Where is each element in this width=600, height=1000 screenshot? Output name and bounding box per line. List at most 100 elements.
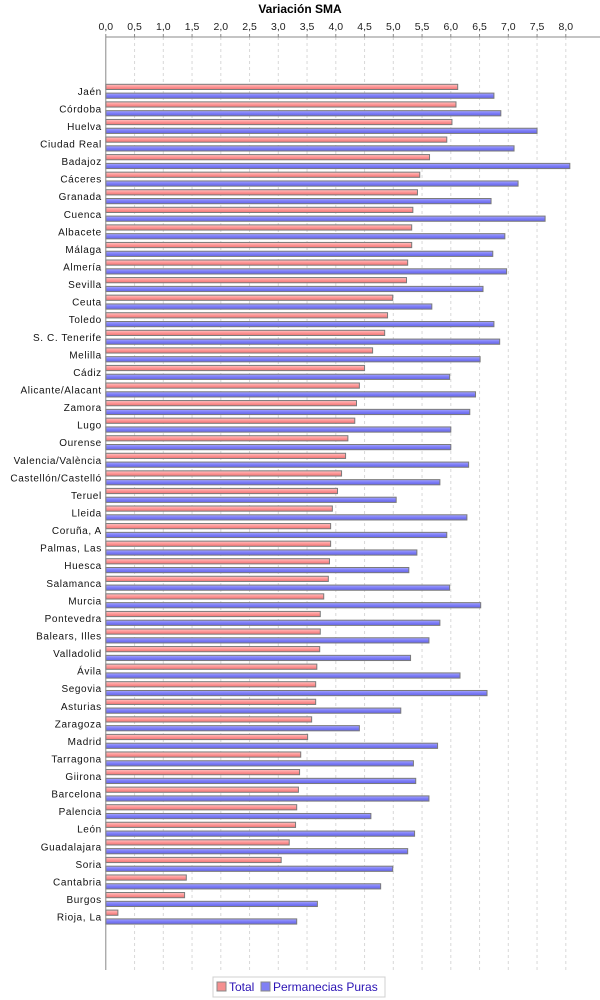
- category-label: Ceuta: [72, 298, 102, 309]
- bar-permanecias-puras: [105, 742, 439, 749]
- category-label: Burgos: [67, 895, 102, 906]
- category-label: Palmas, Las: [40, 544, 102, 555]
- bar-total: [105, 821, 297, 828]
- bar-total: [105, 540, 332, 547]
- bar-total: [105, 400, 357, 407]
- bar-permanecias-puras: [105, 795, 430, 802]
- category-label: Huesca: [64, 561, 102, 572]
- category-label: Huelva: [67, 122, 102, 133]
- bar-total: [105, 558, 330, 565]
- category-label: Segovia: [61, 684, 101, 695]
- bar-permanecias-puras: [105, 689, 488, 697]
- legend-swatch-total: [216, 981, 227, 992]
- bar-permanecias-puras: [105, 479, 441, 486]
- x-tick-label: 6,0: [443, 21, 458, 33]
- bar-total: [105, 417, 356, 424]
- bar-total: [105, 382, 360, 389]
- x-tick-label: 1,5: [185, 21, 200, 33]
- category-label: Cádiz: [73, 368, 102, 379]
- bar-total: [105, 259, 409, 266]
- bar-permanecias-puras: [105, 566, 410, 574]
- bar-permanecias-puras: [105, 812, 372, 820]
- category-label: Zaragoza: [55, 719, 102, 730]
- bar-permanecias-puras: [105, 250, 494, 257]
- bar-total: [105, 505, 333, 512]
- legend-frame: [212, 976, 386, 998]
- bar-total: [105, 189, 418, 196]
- legend-item-permanecias-puras[interactable]: Permanecias Puras: [260, 980, 378, 994]
- bar-total: [105, 698, 317, 705]
- category-label: Castellón/Castelló: [10, 473, 101, 484]
- bar-total: [105, 470, 343, 477]
- x-tick-label: 5,5: [415, 21, 430, 33]
- bar-permanecias-puras: [105, 285, 484, 293]
- bar-total: [105, 83, 459, 91]
- category-label: Tarragona: [51, 754, 101, 765]
- bar-permanecias-puras: [105, 637, 430, 644]
- category-label: Asturias: [61, 702, 102, 713]
- bar-total: [105, 523, 332, 530]
- bar-total: [105, 118, 453, 126]
- bar-total: [105, 294, 394, 301]
- category-label: Valladolid: [53, 649, 102, 660]
- category-label: Ourense: [59, 438, 102, 449]
- bar-permanecias-puras: [105, 584, 451, 591]
- bar-total: [105, 347, 374, 354]
- category-label: Zamora: [64, 403, 102, 414]
- bar-total: [105, 224, 413, 231]
- bar-total: [105, 241, 413, 249]
- x-axis-ticks: 0,0 0,5 1,0 1,5 2,0 2,5 3,0 3,5 4,0 4,5 5,0 5,5 6,0 6…: [98, 21, 573, 37]
- category-label: Granada: [59, 192, 102, 203]
- bar-permanecias-puras: [105, 145, 515, 152]
- category-label: Salamanca: [46, 579, 101, 590]
- x-tick-label: 8,0: [558, 21, 573, 33]
- category-label: Guadalajara: [41, 842, 102, 853]
- bar-total: [105, 909, 119, 916]
- bar-permanecias-puras: [105, 654, 412, 662]
- x-tick-label: 3,5: [300, 21, 315, 33]
- x-tick-label: 0,0: [98, 21, 113, 33]
- category-label: León: [77, 825, 102, 836]
- category-label: S. C. Tenerife: [33, 333, 102, 344]
- bar-permanecias-puras: [105, 549, 418, 556]
- bar-permanecias-puras: [105, 444, 452, 451]
- category-label: Barcelona: [51, 790, 101, 801]
- x-tick-label: 7,5: [530, 21, 545, 33]
- bars: [105, 83, 571, 925]
- bar-permanecias-puras: [105, 514, 468, 521]
- bar-permanecias-puras: [105, 110, 502, 117]
- x-tick-label: 2,5: [242, 21, 257, 33]
- bar-total: [105, 364, 366, 372]
- bar-total: [105, 804, 298, 811]
- bar-permanecias-puras: [105, 760, 414, 767]
- bar-permanecias-puras: [105, 127, 538, 134]
- bar-permanecias-puras: [105, 725, 360, 732]
- category-label: Alicante/Alacant: [20, 385, 101, 396]
- category-label: Valencia/València: [14, 456, 102, 467]
- legend-swatch-permanecias-puras: [260, 981, 271, 992]
- category-label: Jaén: [78, 87, 102, 98]
- x-tick-label: 4,5: [357, 21, 372, 33]
- bar-permanecias-puras: [105, 215, 546, 222]
- category-label: Coruña, A: [52, 526, 102, 537]
- bar-total: [105, 646, 321, 653]
- category-label: Rioja, La: [57, 913, 102, 924]
- category-label: Madrid: [68, 737, 102, 748]
- bar-total: [105, 874, 187, 881]
- bar-permanecias-puras: [105, 602, 482, 609]
- category-label: Murcia: [68, 596, 102, 607]
- category-label: Cáceres: [60, 175, 101, 186]
- legend-item-total[interactable]: Total: [216, 980, 254, 994]
- bar-total: [105, 487, 339, 495]
- bar-total: [105, 610, 321, 618]
- bar-permanecias-puras: [105, 373, 451, 380]
- bar-total: [105, 154, 431, 161]
- category-label: Toledo: [69, 315, 102, 326]
- bar-permanecias-puras: [105, 321, 495, 328]
- category-label: Teruel: [71, 491, 102, 502]
- legend-label-permanecias-puras: Permanecias Puras: [273, 980, 378, 994]
- category-label: Balears, Illes: [36, 631, 102, 642]
- bar-permanecias-puras: [105, 777, 417, 785]
- category-label: Sevilla: [68, 280, 102, 291]
